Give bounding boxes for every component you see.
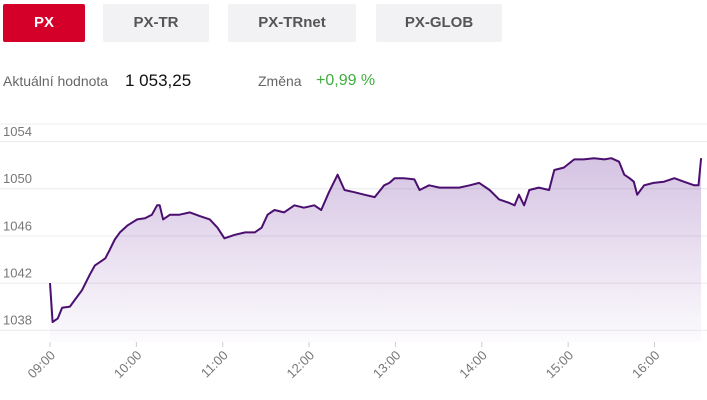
y-tick-label: 1046 [3, 218, 32, 233]
area-fill [50, 158, 702, 342]
y-tick-label: 1038 [3, 313, 32, 328]
x-tick-label: 15:00 [543, 348, 577, 382]
x-tick-label: 16:00 [629, 348, 663, 382]
x-tick-label: 13:00 [370, 348, 404, 382]
chart: 1038 1042 1046 1050 1054 09:00 10:00 11:00 12:00… [0, 123, 707, 382]
y-tick-label: 1042 [3, 266, 32, 281]
y-tick-label: 1054 [3, 124, 32, 139]
x-tick-label: 14:00 [456, 348, 490, 382]
tab[interactable]: PX-GLOB [376, 4, 502, 42]
x-tick-label: 10:00 [111, 348, 145, 382]
y-tick-label: 1050 [3, 171, 32, 186]
change-label: Změna [258, 73, 302, 89]
line [49, 157, 703, 323]
value: 1 053,25 [125, 71, 192, 90]
value-label: Aktuální hodnota [3, 73, 109, 89]
tab[interactable]: PX-TRnet [228, 4, 356, 42]
x-tick-label: 11:00 [198, 348, 231, 381]
x-tick-label: 09:00 [25, 348, 59, 382]
change: +0,99 % [316, 72, 376, 89]
tab[interactable]: PX-TR [103, 4, 209, 42]
tab[interactable]: PX [3, 4, 85, 42]
x-tick-label: 12:00 [284, 348, 318, 382]
